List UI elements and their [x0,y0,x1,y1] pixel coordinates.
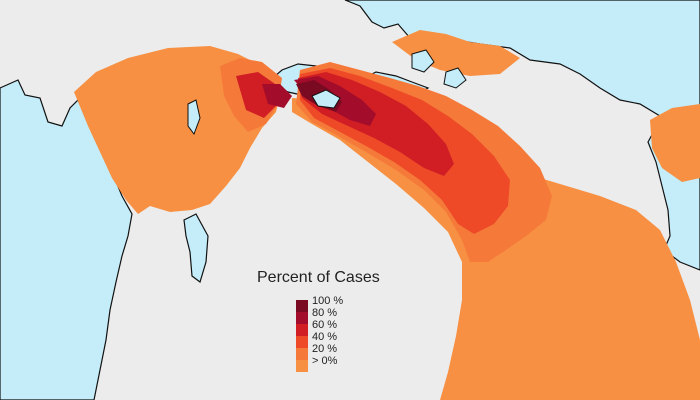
legend-title: Percent of Cases [257,269,380,286]
legend-label-2: 60 % [312,319,337,331]
legend-label-1: 80 % [312,307,337,319]
legend-label-0: 100 % [312,295,343,307]
legend-swatch-1 [296,312,308,324]
northern-lake-1 [411,49,435,73]
straits-island [311,89,341,109]
green-bay [183,213,209,283]
north-water [344,0,700,117]
legend-swatch-0 [296,300,308,312]
legend-swatch-2 [296,324,308,336]
inland-water [187,49,467,136]
legend-label-3: 40 % [312,331,337,343]
region-class-60-up [236,72,278,118]
region-class-80-up [262,84,292,108]
legend-swatches: 100 %80 %60 %40 %20 %> 0% [296,295,343,372]
lake-gogebic-like [187,99,201,136]
legend-swatch-4 [296,348,308,360]
legend-swatch-5 [296,360,308,372]
northern-lake-2 [443,67,467,89]
legend-swatch-3 [296,336,308,348]
choropleth [74,30,700,400]
legend-label-5: > 0% [312,355,338,367]
legend-label-4: 20 % [312,343,337,355]
region-class-0-ne [650,104,700,182]
region-class-0-north [392,30,520,76]
legend: Percent of Cases 100 %80 %60 %40 %20 %> … [257,269,380,372]
